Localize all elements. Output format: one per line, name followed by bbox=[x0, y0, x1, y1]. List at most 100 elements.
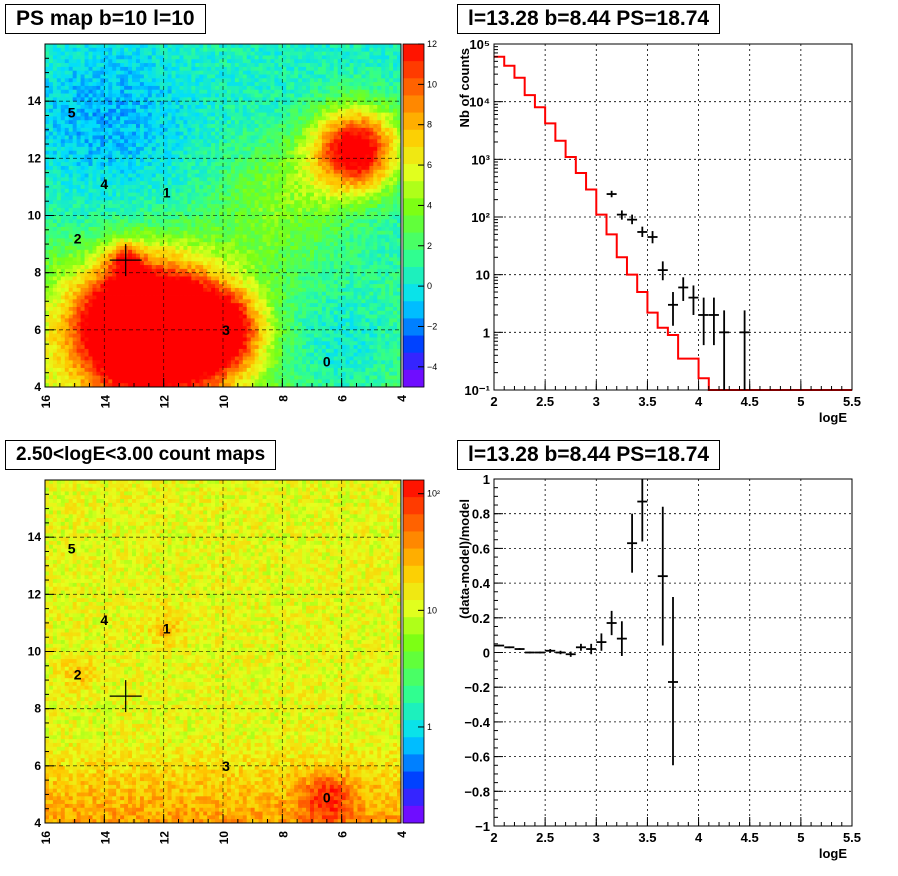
map-y-tick: 6 bbox=[34, 323, 41, 337]
residual-x-tick: 2.5 bbox=[536, 830, 554, 845]
spectrum-y-tick: 10⁻¹ bbox=[464, 383, 490, 398]
source-label: 1 bbox=[163, 185, 171, 201]
residual-y-tick: 0.6 bbox=[472, 541, 490, 556]
map-x-tick: 14 bbox=[98, 395, 112, 409]
map-x-tick: 4 bbox=[395, 831, 409, 838]
map-x-tick: 12 bbox=[158, 395, 172, 409]
spectrum-x-tick: 2 bbox=[490, 394, 497, 409]
colorbar-label: 10 bbox=[427, 605, 437, 615]
residual-y-tick: 0.2 bbox=[472, 611, 490, 626]
map-y-tick: 10 bbox=[28, 645, 42, 659]
colorbar-label: 4 bbox=[427, 200, 432, 210]
residual-svg: 2 2.5 3 3.5 4 4.5 5 5.5 −1 −0.8 −0.6 −0.4 −0.2 0 0.2 0.… bbox=[449, 436, 898, 871]
map-y-tick: 10 bbox=[28, 209, 42, 223]
map-x-tick: 10 bbox=[217, 831, 231, 845]
residual-y-tick: −0.8 bbox=[464, 784, 490, 799]
spectrum-x-tick: 4.5 bbox=[741, 394, 759, 409]
residual-y-tick: 0 bbox=[483, 646, 490, 661]
map-x-tick: 12 bbox=[158, 831, 172, 845]
colorbar-label: −4 bbox=[427, 362, 437, 372]
spectrum-x-tick: 3 bbox=[593, 394, 600, 409]
residual-x-tick: 5.5 bbox=[843, 830, 861, 845]
spectrum-y-tick: 10² bbox=[471, 210, 490, 225]
spectrum-svg: 2 2.5 3 3.5 4 4.5 5 5.5 10⁻¹ 1 10 10² 10³ 10⁴ 10⁵ logE N… bbox=[449, 0, 898, 436]
residual-x-label: logE bbox=[819, 846, 847, 861]
spectrum-x-tick: 4 bbox=[695, 394, 703, 409]
colorbar-label: 10² bbox=[427, 489, 440, 499]
map-y-tick: 8 bbox=[34, 702, 41, 716]
spectrum-y-tick: 10³ bbox=[471, 152, 490, 167]
colorbar-label: 10 bbox=[427, 79, 437, 89]
map-x-tick: 8 bbox=[276, 395, 290, 402]
residual-panel: 2 2.5 3 3.5 4 4.5 5 5.5 −1 −0.8 −0.6 −0.4 −0.2 0 0.2 0.… bbox=[449, 436, 898, 871]
source-label: 1 bbox=[163, 621, 171, 637]
residual-y-label: (data-model)/model bbox=[457, 499, 472, 619]
ps-map-title: PS map b=10 l=10 bbox=[5, 4, 206, 34]
map-y-tick: 4 bbox=[34, 816, 41, 830]
spectrum-y-tick: 10⁴ bbox=[469, 95, 490, 110]
colorbar-label: −2 bbox=[427, 321, 437, 331]
source-label: 5 bbox=[68, 105, 76, 121]
spectrum-panel: 2 2.5 3 3.5 4 4.5 5 5.5 10⁻¹ 1 10 10² 10³ 10⁴ 10⁵ logE N… bbox=[449, 0, 898, 436]
colorbar-label: 1 bbox=[427, 722, 432, 732]
source-label: 4 bbox=[100, 612, 108, 628]
residual-x-tick: 2 bbox=[490, 830, 497, 845]
residual-y-tick: −0.4 bbox=[464, 715, 490, 730]
spectrum-x-tick: 5.5 bbox=[843, 394, 861, 409]
spectrum-y-tick: 1 bbox=[483, 325, 490, 340]
colorbar-label: 2 bbox=[427, 241, 432, 251]
residual-x-tick: 5 bbox=[797, 830, 804, 845]
map-y-tick: 4 bbox=[34, 380, 41, 394]
residual-y-tick: −1 bbox=[475, 819, 490, 834]
map-x-tick: 14 bbox=[98, 831, 112, 845]
spectrum-x-tick: 5 bbox=[797, 394, 804, 409]
source-label: 2 bbox=[74, 666, 82, 682]
count-map-title: 2.50<logE<3.00 count maps bbox=[5, 440, 276, 470]
map-y-tick: 6 bbox=[34, 759, 41, 773]
colorbar-label: 12 bbox=[427, 39, 437, 49]
map-y-tick: 14 bbox=[28, 530, 42, 544]
residual-y-tick: −0.2 bbox=[464, 680, 490, 695]
map-x-tick: 6 bbox=[336, 831, 350, 838]
source-label: 3 bbox=[222, 322, 230, 338]
spectrum-y-tick: 10⁵ bbox=[469, 37, 490, 52]
colorbar-label: 6 bbox=[427, 160, 432, 170]
map-x-tick: 16 bbox=[39, 395, 53, 409]
map-x-tick: 16 bbox=[39, 831, 53, 845]
map-y-tick: 14 bbox=[28, 94, 42, 108]
residual-title: l=13.28 b=8.44 PS=18.74 bbox=[457, 440, 720, 470]
source-label: 2 bbox=[74, 230, 82, 246]
spectrum-x-tick: 2.5 bbox=[536, 394, 554, 409]
source-label: 0 bbox=[323, 353, 331, 369]
residual-x-tick: 3 bbox=[593, 830, 600, 845]
spectrum-y-label: Nb of counts bbox=[457, 48, 472, 127]
residual-y-tick: 1 bbox=[483, 472, 490, 487]
source-label: 5 bbox=[68, 541, 76, 557]
source-label: 4 bbox=[100, 176, 108, 192]
spectrum-y-tick: 10 bbox=[476, 268, 490, 283]
residual-y-tick: 0.4 bbox=[472, 576, 491, 591]
map-y-tick: 12 bbox=[28, 587, 42, 601]
residual-y-tick: 0.8 bbox=[472, 507, 490, 522]
model-histogram bbox=[494, 57, 852, 390]
spectrum-x-tick: 3.5 bbox=[638, 394, 656, 409]
map-x-tick: 8 bbox=[276, 831, 290, 838]
colorbar-label: 8 bbox=[427, 120, 432, 130]
residual-x-tick: 4 bbox=[695, 830, 703, 845]
residual-x-tick: 3.5 bbox=[638, 830, 656, 845]
spectrum-title: l=13.28 b=8.44 PS=18.74 bbox=[457, 4, 720, 34]
source-label: 0 bbox=[323, 789, 331, 805]
colorbar-label: 0 bbox=[427, 281, 432, 291]
map-x-tick: 4 bbox=[395, 395, 409, 402]
source-label: 3 bbox=[222, 758, 230, 774]
residual-x-tick: 4.5 bbox=[741, 830, 759, 845]
map-y-tick: 8 bbox=[34, 266, 41, 280]
spectrum-x-label: logE bbox=[819, 410, 847, 425]
residual-y-tick: −0.6 bbox=[464, 750, 490, 765]
map-x-tick: 10 bbox=[217, 395, 231, 409]
map-x-tick: 6 bbox=[336, 395, 350, 402]
